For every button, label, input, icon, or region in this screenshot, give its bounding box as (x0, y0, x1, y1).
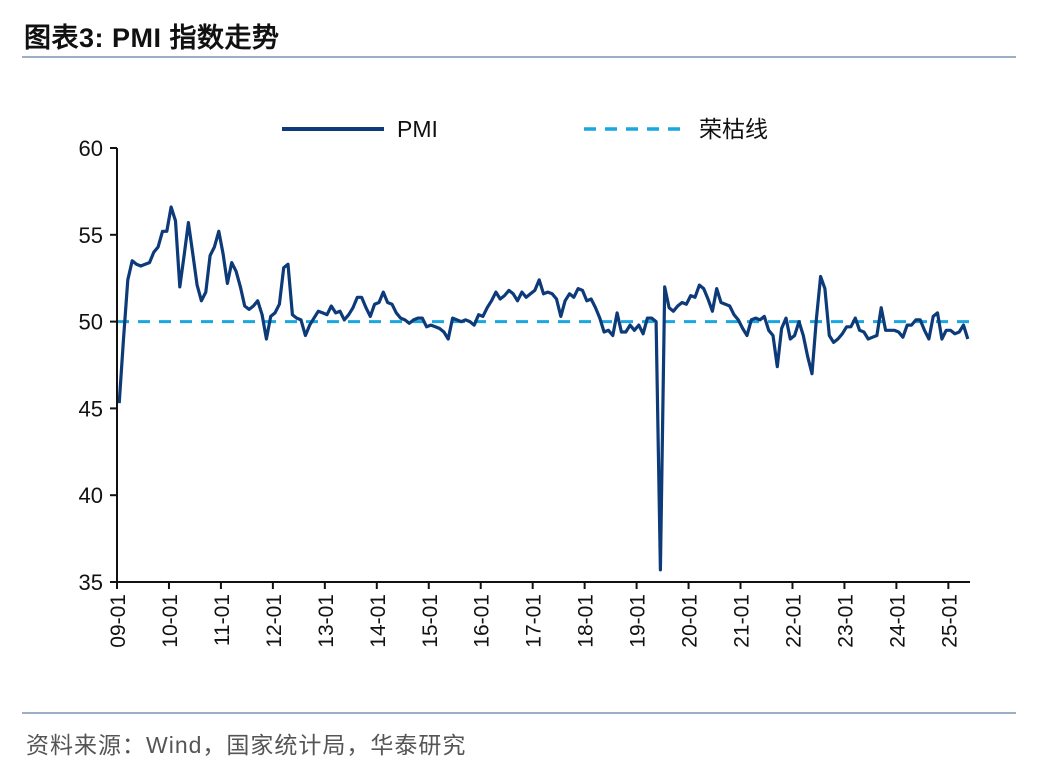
y-axis-ticks: 35 40 45 50 55 60 (79, 136, 117, 595)
x-tick-label: 19-01 (627, 594, 650, 648)
x-tick-label: 16-01 (471, 594, 494, 648)
x-tick-label: 21-01 (731, 594, 754, 648)
legend-label-pmi: PMI (397, 116, 438, 142)
x-tick-label: 20-01 (679, 594, 702, 648)
y-tick-label: 50 (79, 310, 103, 335)
x-tick-label: 10-01 (159, 594, 182, 648)
x-tick-label: 12-01 (263, 594, 286, 648)
x-tick-label: 14-01 (367, 594, 390, 648)
x-tick-label: 17-01 (523, 594, 546, 648)
x-tick-label: 24-01 (886, 594, 909, 648)
pmi-series-line (117, 205, 970, 572)
y-tick-label: 40 (79, 483, 103, 508)
y-tick-label: 55 (79, 223, 103, 248)
source-note: 资料来源：Wind，国家统计局，华泰研究 (26, 732, 467, 758)
x-tick-label: 22-01 (782, 594, 805, 648)
title-bar: 图表3: PMI 指数走势 (22, 14, 1016, 58)
x-tick-label: 23-01 (834, 594, 857, 648)
x-tick-label: 18-01 (575, 594, 598, 648)
x-tick-label: 11-01 (211, 594, 234, 646)
x-tick-label: 25-01 (938, 594, 961, 648)
x-axis-ticks: 09-01 10-01 11-01 12-01 13-01 14-01 15-01 16-01… (107, 582, 961, 648)
y-tick-label: 45 (79, 396, 103, 421)
x-tick-label: 15-01 (419, 594, 442, 648)
footer-rule (22, 712, 1016, 714)
x-tick-label: 13-01 (315, 594, 338, 648)
legend-label-reference: 荣枯线 (699, 116, 768, 142)
y-tick-label: 35 (79, 570, 103, 595)
x-tick-label: 09-01 (107, 594, 130, 648)
chart-legend: PMI 荣枯线 (282, 116, 768, 142)
figure-title: 图表3: PMI 指数走势 (24, 23, 280, 53)
y-tick-label: 60 (79, 136, 103, 161)
